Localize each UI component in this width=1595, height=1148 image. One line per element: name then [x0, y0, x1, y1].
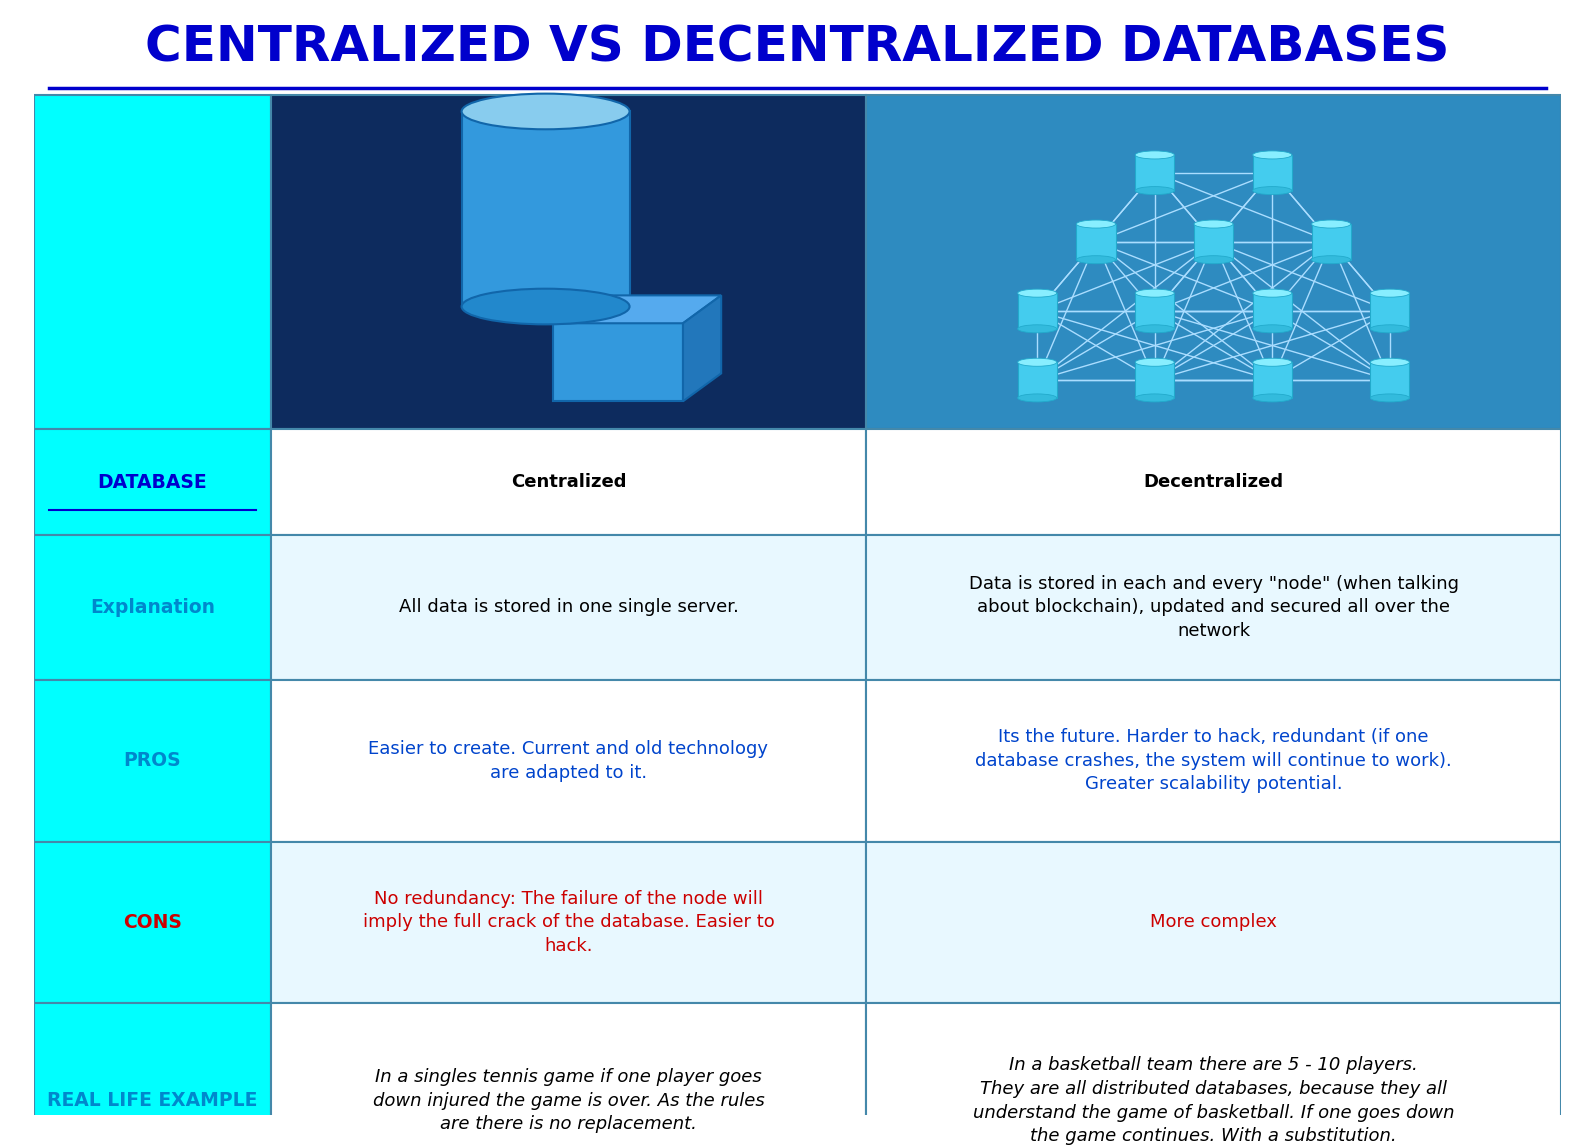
Bar	[33, 1003, 271, 1148]
Text: Its the future. Harder to hack, redundant (if one
database crashes, the system w: Its the future. Harder to hack, redundan…	[975, 728, 1451, 793]
Ellipse shape	[461, 94, 630, 130]
Ellipse shape	[1018, 325, 1057, 333]
Ellipse shape	[1018, 358, 1057, 366]
Text: Data is stored in each and every "node" (when talking
about blockchain), updated: Data is stored in each and every "node" …	[968, 575, 1458, 641]
Ellipse shape	[1018, 289, 1057, 297]
Bar	[553, 324, 683, 402]
Polygon shape	[683, 295, 721, 402]
Bar	[1018, 363, 1057, 398]
Text: CENTRALIZED VS DECENTRALIZED DATABASES: CENTRALIZED VS DECENTRALIZED DATABASES	[145, 23, 1450, 71]
Bar	[1136, 363, 1174, 398]
Ellipse shape	[1370, 325, 1410, 333]
Ellipse shape	[1018, 394, 1057, 402]
Ellipse shape	[1370, 358, 1410, 366]
Bar	[271, 1003, 866, 1148]
Ellipse shape	[1252, 187, 1292, 195]
Bar	[1136, 155, 1174, 191]
Bar	[461, 111, 630, 307]
Bar	[33, 429, 271, 535]
Text: No redundancy: The failure of the node will
imply the full crack of the database: No redundancy: The failure of the node w…	[362, 890, 774, 955]
Ellipse shape	[1252, 394, 1292, 402]
Ellipse shape	[1136, 325, 1174, 333]
Text: PROS: PROS	[124, 751, 182, 770]
Bar	[866, 535, 1562, 680]
Bar	[1018, 293, 1057, 328]
Ellipse shape	[1077, 256, 1115, 264]
Ellipse shape	[1252, 289, 1292, 297]
Bar	[866, 429, 1562, 535]
Bar	[271, 429, 866, 535]
Bar	[33, 680, 271, 841]
Bar	[1311, 224, 1351, 259]
Bar	[1370, 293, 1410, 328]
Ellipse shape	[1136, 187, 1174, 195]
Text: Easier to create. Current and old technology
are adapted to it.: Easier to create. Current and old techno…	[368, 740, 769, 782]
Bar	[1252, 363, 1292, 398]
Ellipse shape	[1136, 394, 1174, 402]
Text: REAL LIFE EXAMPLE: REAL LIFE EXAMPLE	[48, 1092, 258, 1110]
Text: DATABASE: DATABASE	[97, 473, 207, 491]
Bar	[271, 841, 866, 1003]
Bar	[1252, 293, 1292, 328]
Ellipse shape	[1252, 150, 1292, 158]
Text: In a singles tennis game if one player goes
down injured the game is over. As th: In a singles tennis game if one player g…	[373, 1068, 764, 1133]
Ellipse shape	[1252, 358, 1292, 366]
Bar	[1077, 224, 1115, 259]
Ellipse shape	[1136, 289, 1174, 297]
Ellipse shape	[1195, 256, 1233, 264]
Ellipse shape	[1370, 394, 1410, 402]
Ellipse shape	[1136, 150, 1174, 158]
Text: Explanation: Explanation	[89, 598, 215, 616]
Text: More complex: More complex	[1150, 914, 1278, 931]
Bar	[866, 95, 1562, 429]
Bar	[866, 1003, 1562, 1148]
Bar	[1136, 293, 1174, 328]
Bar	[33, 95, 271, 429]
Bar	[1370, 363, 1410, 398]
Text: All data is stored in one single server.: All data is stored in one single server.	[399, 598, 738, 616]
Polygon shape	[553, 295, 721, 324]
Bar	[271, 680, 866, 841]
Ellipse shape	[1311, 256, 1351, 264]
Ellipse shape	[1370, 289, 1410, 297]
Bar	[271, 535, 866, 680]
Ellipse shape	[461, 288, 630, 325]
Text: Centralized: Centralized	[510, 473, 627, 491]
Bar	[866, 841, 1562, 1003]
Text: Decentralized: Decentralized	[1144, 473, 1284, 491]
Bar	[271, 95, 866, 429]
Bar	[866, 680, 1562, 841]
Bar	[1195, 224, 1233, 259]
Bar	[1252, 155, 1292, 191]
Ellipse shape	[1077, 220, 1115, 228]
Bar	[33, 535, 271, 680]
Ellipse shape	[1136, 358, 1174, 366]
Bar	[33, 841, 271, 1003]
Ellipse shape	[1252, 325, 1292, 333]
Text: In a basketball team there are 5 - 10 players.
They are all distributed database: In a basketball team there are 5 - 10 pl…	[973, 1056, 1455, 1145]
Text: CONS: CONS	[123, 913, 182, 932]
Ellipse shape	[1195, 220, 1233, 228]
Ellipse shape	[1311, 220, 1351, 228]
